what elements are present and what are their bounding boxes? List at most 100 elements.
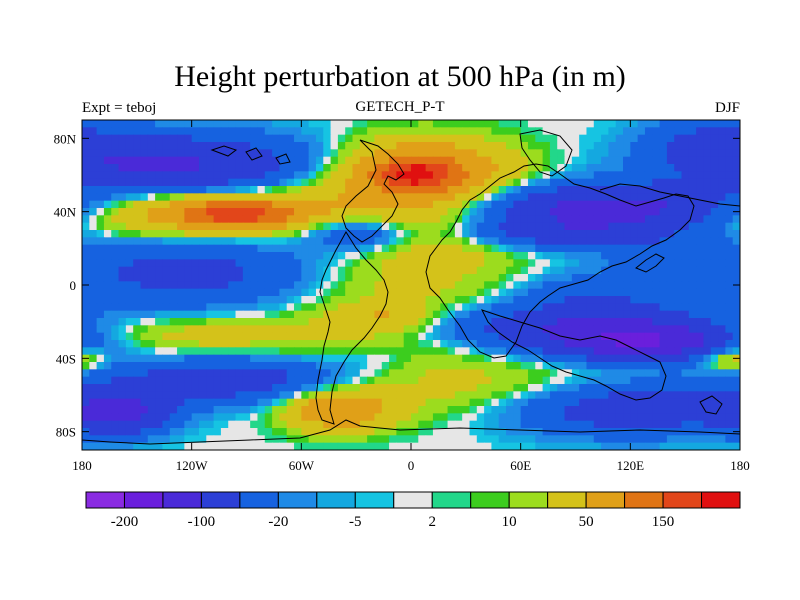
field-cell: [111, 406, 120, 414]
field-cell: [111, 186, 120, 194]
field-cell: [557, 384, 566, 392]
field-cell: [615, 127, 624, 136]
field-cell: [396, 288, 405, 297]
field-cell: [82, 274, 90, 282]
field-cell: [228, 134, 237, 143]
field-cell: [89, 193, 98, 202]
field-cell: [564, 193, 573, 202]
field-cell: [411, 384, 419, 392]
field-cell: [272, 362, 280, 370]
field-cell: [411, 142, 419, 150]
field-cell: [272, 215, 280, 224]
field-cell: [381, 442, 390, 450]
field-cell: [89, 376, 98, 385]
field-cell: [103, 318, 112, 326]
field-cell: [242, 310, 251, 319]
field-cell: [535, 120, 544, 128]
field-cell: [389, 127, 397, 136]
field-cell: [732, 149, 740, 158]
field-cell: [725, 340, 734, 348]
field-cell: [323, 288, 332, 297]
field-cell: [111, 384, 120, 392]
field-cell: [279, 413, 288, 422]
field-cell: [454, 376, 463, 385]
field-cell: [272, 310, 280, 319]
field-cell: [140, 413, 149, 422]
field-cell: [359, 178, 368, 187]
field-cell: [345, 222, 354, 231]
field-cell: [644, 200, 653, 209]
field-cell: [586, 237, 595, 246]
field-cell: [367, 442, 376, 450]
field-cell: [301, 310, 310, 319]
field-cell: [491, 127, 500, 136]
field-cell: [498, 149, 507, 158]
field-cell: [732, 391, 740, 400]
field-cell: [520, 266, 529, 275]
field-cell: [710, 369, 719, 378]
field-cell: [345, 164, 354, 172]
field-cell: [674, 171, 683, 180]
field-cell: [623, 208, 631, 216]
field-cell: [82, 149, 90, 158]
field-cell: [432, 127, 441, 136]
field-cell: [425, 303, 434, 312]
field-cell: [681, 186, 690, 194]
field-cell: [235, 252, 244, 260]
field-cell: [96, 391, 105, 400]
field-cell: [155, 120, 164, 128]
field-cell: [140, 442, 149, 450]
field-cell: [198, 406, 207, 414]
field-cell: [352, 208, 361, 216]
field-cell: [513, 340, 522, 348]
field-cell: [725, 296, 734, 304]
field-cell: [147, 215, 156, 224]
field-cell: [337, 369, 346, 378]
field-cell: [564, 435, 573, 444]
field-cell: [462, 325, 471, 334]
field-cell: [315, 406, 324, 414]
field-cell: [367, 164, 376, 172]
field-cell: [637, 171, 646, 180]
field-cell: [381, 222, 390, 231]
field-cell: [542, 164, 551, 172]
field-cell: [513, 435, 522, 444]
field-cell: [250, 266, 259, 275]
field-cell: [213, 325, 222, 334]
field-cell: [257, 156, 266, 165]
field-cell: [476, 376, 485, 385]
field-cell: [133, 310, 142, 319]
field-cell: [462, 222, 471, 231]
field-cell: [89, 325, 98, 334]
field-cell: [242, 340, 251, 348]
field-cell: [652, 354, 661, 363]
field-cell: [133, 303, 142, 312]
field-cell: [666, 134, 675, 143]
field-cell: [206, 354, 215, 363]
field-cell: [345, 391, 354, 400]
field-cell: [301, 362, 310, 370]
field-cell: [688, 127, 697, 136]
field-cell: [315, 244, 324, 253]
field-cell: [491, 193, 500, 202]
field-cell: [118, 252, 127, 260]
field-cell: [674, 120, 683, 128]
field-cell: [476, 237, 485, 246]
field-cell: [520, 332, 529, 341]
field-cell: [674, 442, 683, 450]
field-cell: [242, 222, 251, 231]
field-cell: [169, 215, 178, 224]
field-cell: [133, 332, 142, 341]
field-cell: [710, 398, 719, 407]
field-cell: [242, 208, 251, 216]
field-cell: [542, 252, 551, 260]
field-cell: [374, 259, 383, 268]
field-cell: [206, 325, 215, 334]
field-cell: [82, 340, 90, 348]
field-cell: [96, 274, 105, 282]
field-cell: [469, 252, 478, 260]
field-cell: [593, 413, 602, 422]
field-cell: [198, 215, 207, 224]
field-cell: [476, 288, 485, 297]
field-cell: [557, 259, 566, 268]
